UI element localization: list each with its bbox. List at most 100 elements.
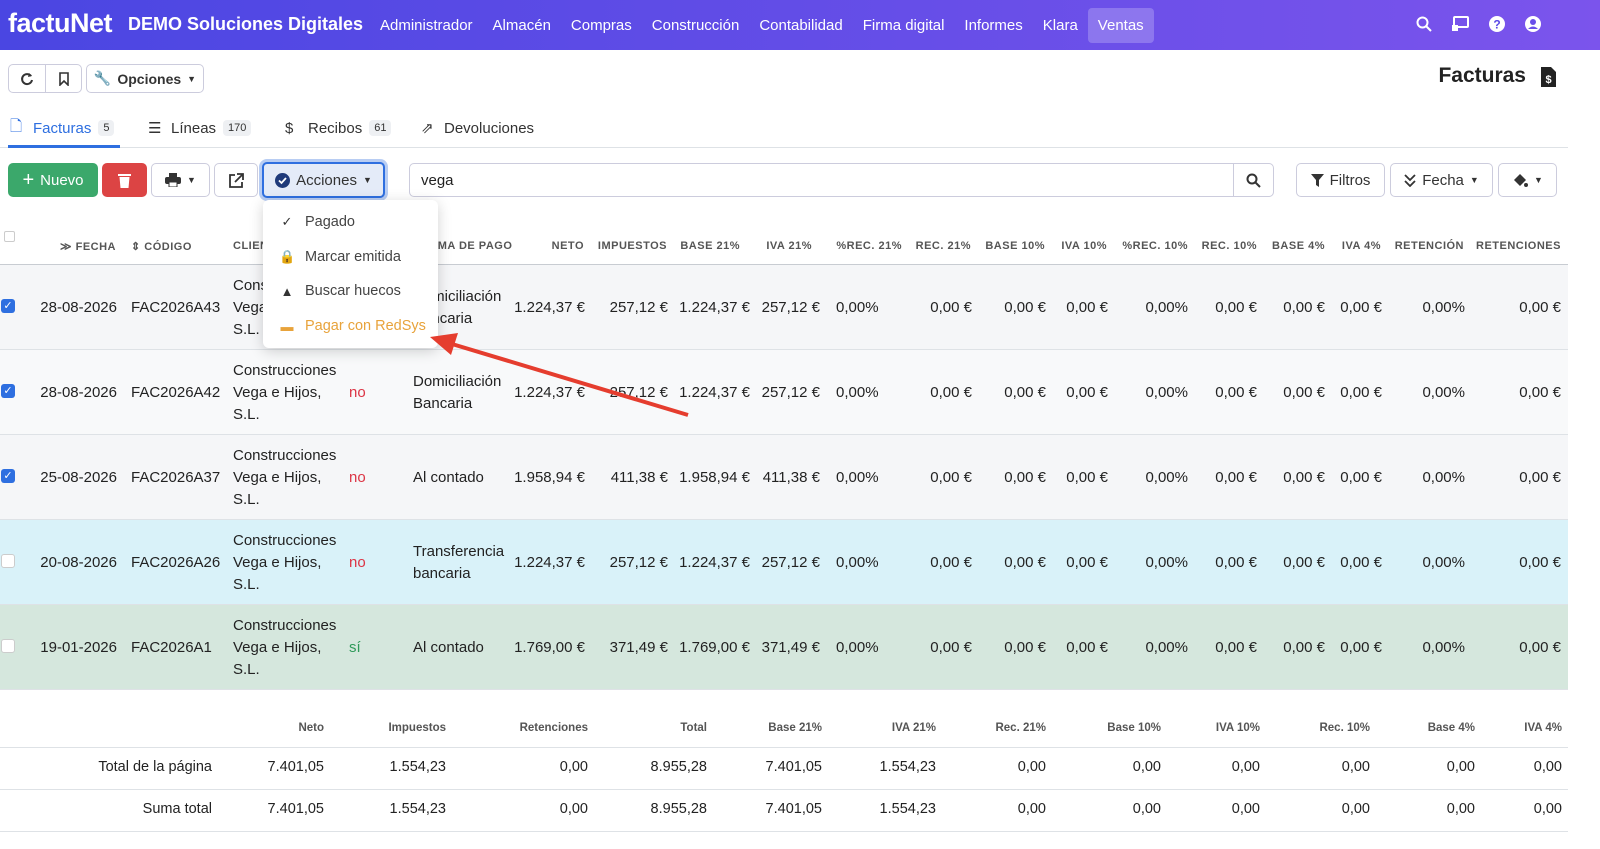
row-checkbox[interactable] [1, 554, 15, 568]
column-header[interactable]: BASE 4% [1271, 240, 1325, 252]
menu-item[interactable]: Ventas [1087, 8, 1154, 43]
column-header[interactable]: ⇕ CÓDIGO [131, 241, 192, 253]
menu-item[interactable]: Construcción [651, 17, 740, 34]
print-button[interactable]: ▼ [151, 163, 210, 197]
menu-item[interactable]: Contabilidad [759, 17, 843, 34]
bookmark-button[interactable] [45, 64, 82, 93]
totals-value: 1.554,23 [879, 801, 936, 817]
cell-fecha: 25-08-2026 [27, 435, 117, 520]
cell-text: 257,12 € [761, 553, 820, 571]
delete-button[interactable] [102, 163, 147, 197]
dropdown-item[interactable]: ▬ Pagar con RedSys [263, 311, 438, 341]
export-button[interactable] [214, 163, 258, 197]
cell-text: 1.769,00 € [514, 638, 585, 656]
totals-header: Neto [298, 722, 324, 734]
column-header[interactable]: RETENCIONES [1476, 240, 1561, 252]
totals-header: Retenciones [519, 722, 588, 734]
tab-icon: $ [285, 119, 294, 137]
tab[interactable]: ☰ Líneas 170 [148, 117, 252, 139]
actions-button[interactable]: Acciones ▼ [262, 162, 385, 198]
column-header[interactable]: IVA 10% [1061, 240, 1107, 252]
row-checkbox-checked[interactable]: ✓ [1, 469, 15, 483]
brand-logo[interactable]: factuNet [8, 8, 113, 38]
dropdown-label: Buscar huecos [305, 283, 401, 300]
column-header[interactable]: BASE 21% [680, 240, 740, 252]
cell-forma-pago: Domiciliación Bancaria [413, 350, 511, 435]
table-row[interactable]: ✓ 28-08-2026 FAC2026A42 Construcciones Vega… [0, 350, 1568, 435]
reload-button[interactable] [8, 64, 46, 93]
column-header[interactable]: IVA 21% [766, 240, 812, 252]
menu-item[interactable]: Compras [570, 17, 632, 34]
cell-text: 0,00% [1422, 553, 1465, 571]
cell-text: FAC2026A42 [131, 383, 221, 401]
column-header[interactable]: NETO [551, 240, 584, 252]
main-menu: Administrador Almacén Compras Construcción C… [370, 8, 1154, 43]
menu-item[interactable]: Klara [1042, 17, 1078, 34]
dropdown-item[interactable]: 🔒 Marcar emitida [263, 242, 438, 272]
menu-item[interactable]: Administrador [380, 17, 473, 34]
tab-icon: ☰ [148, 120, 162, 137]
select-all-checkbox[interactable] [4, 231, 15, 242]
cell-text: 411,38 € [610, 468, 668, 486]
options-button[interactable]: 🔧 Opciones ▼ [86, 64, 204, 93]
row-checkbox-checked[interactable]: ✓ [1, 299, 15, 313]
column-header[interactable]: IMPUESTOS [597, 240, 667, 252]
search-button[interactable] [1233, 163, 1274, 197]
column-header[interactable]: REC. 21% [915, 240, 971, 252]
column-header[interactable]: %REC. 10% [1122, 240, 1188, 252]
cell-text: 19-01-2026 [40, 638, 117, 656]
totals-value: 1.554,23 [389, 801, 446, 817]
dropdown-item[interactable]: ▲ Buscar huecos [263, 276, 438, 306]
row-checkbox[interactable] [1, 639, 15, 653]
menu-item[interactable]: Informes [964, 17, 1023, 34]
cell-text: 25-08-2026 [40, 468, 117, 486]
tab[interactable]: 🗋 Facturas 5 [10, 117, 115, 139]
tab[interactable]: ⇗ Devoluciones [421, 117, 534, 139]
filters-button[interactable]: Filtros [1296, 163, 1385, 197]
tab-count: 5 [98, 120, 115, 136]
tab[interactable]: $ Recibos 61 [285, 117, 392, 139]
cell-text: 0,00 € [1519, 553, 1561, 571]
screen-icon[interactable] [1451, 15, 1469, 33]
cell-codigo: FAC2026A1 [131, 605, 231, 690]
cell-base-10: 0,00 € [976, 605, 1046, 690]
new-button[interactable]: + Nuevo [8, 163, 98, 197]
cell-iva-4: 0,00 € [1326, 265, 1382, 350]
column-header[interactable]: IVA 4% [1341, 240, 1381, 252]
cell-base-4: 0,00 € [1259, 265, 1325, 350]
column-header[interactable]: BASE 10% [985, 240, 1045, 252]
column-header[interactable]: %REC. 21% [836, 240, 902, 252]
tab-label: Facturas [33, 119, 92, 137]
cell-rec-21: 0,00 € [902, 605, 972, 690]
help-icon[interactable]: ? [1488, 15, 1506, 33]
dropdown-icon: ✓ [281, 214, 293, 229]
menu-item[interactable]: Almacén [492, 17, 551, 34]
cell-fecha: 20-08-2026 [27, 520, 117, 605]
color-button[interactable]: ▼ [1498, 163, 1557, 197]
dropdown-icon: ▬ [280, 318, 294, 334]
tab-count: 170 [223, 120, 252, 136]
search-icon[interactable] [1415, 15, 1433, 33]
cell-iva-4: 0,00 € [1326, 350, 1382, 435]
check-circle-icon [275, 172, 291, 188]
cell-text: Domiciliación Bancaria [413, 372, 502, 412]
column-header[interactable]: RETENCIÓN [1394, 240, 1464, 252]
search-input[interactable]: vega [409, 163, 1234, 197]
column-header[interactable]: ≫ FECHA [60, 241, 116, 253]
table-row[interactable]: ✓ 25-08-2026 FAC2026A37 Construcciones Vega… [0, 435, 1568, 520]
table-row[interactable]: 20-08-2026 FAC2026A26 Construcciones Vega … [0, 520, 1568, 605]
cell-text: 257,12 € [609, 298, 668, 316]
totals-value: 7.401,05 [765, 759, 822, 775]
cell-text: 0,00% [1422, 383, 1465, 401]
user-icon[interactable] [1524, 15, 1542, 33]
cell-text: 0,00 € [1215, 383, 1257, 401]
date-sort-button[interactable]: Fecha ▼ [1390, 163, 1493, 197]
table-row[interactable]: ✓28-08-2026FAC2026A43Construcciones Vega… [0, 265, 1568, 350]
column-header[interactable]: REC. 10% [1201, 240, 1257, 252]
cell-text: Construcciones Vega e Hijos, S.L. [233, 446, 337, 508]
cell-rec-21: 0,00 € [902, 520, 972, 605]
row-checkbox-checked[interactable]: ✓ [1, 384, 15, 398]
menu-item[interactable]: Firma digital [862, 17, 945, 34]
dropdown-item[interactable]: ✓ Pagado [263, 207, 438, 237]
table-row[interactable]: 19-01-2026 FAC2026A1 Construcciones Vega e… [0, 605, 1568, 690]
